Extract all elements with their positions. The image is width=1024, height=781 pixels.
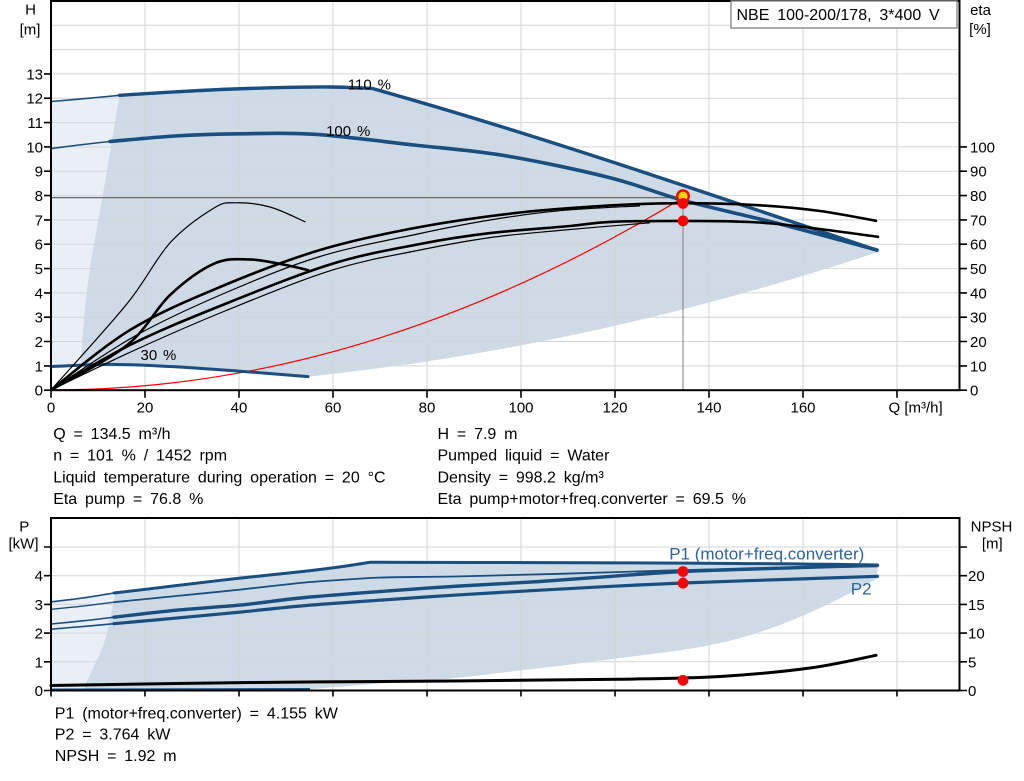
svg-text:80: 80 [970,188,987,205]
svg-text:NPSH: NPSH [971,518,1013,535]
svg-text:20: 20 [968,568,985,585]
svg-text:40: 40 [970,285,987,302]
svg-text:0: 0 [970,383,978,400]
svg-text:5: 5 [968,654,976,671]
svg-text:Density = 998.2 kg/m³: Density = 998.2 kg/m³ [438,469,605,486]
svg-text:Q [m³/h]: Q [m³/h] [889,400,943,417]
svg-text:Pumped liquid = Water: Pumped liquid = Water [438,448,611,465]
svg-text:120: 120 [602,400,627,417]
svg-text:0: 0 [35,383,43,400]
svg-text:60: 60 [325,400,342,417]
svg-text:n = 101 % / 1452 rpm: n = 101 % / 1452 rpm [53,448,227,465]
svg-text:10: 10 [970,358,987,375]
svg-text:11: 11 [27,115,43,132]
svg-text:H = 7.9 m: H = 7.9 m [438,426,518,443]
svg-text:30: 30 [970,310,987,327]
svg-text:90: 90 [970,164,987,181]
svg-text:7: 7 [35,212,43,229]
svg-text:eta: eta [970,2,992,19]
svg-text:4: 4 [35,568,43,585]
svg-text:13: 13 [26,66,43,83]
svg-text:[m]: [m] [982,535,1003,552]
svg-text:Eta pump+motor+freq.converter: Eta pump+motor+freq.converter = 69.5 % [438,491,746,508]
svg-text:12: 12 [26,91,43,108]
svg-text:10: 10 [26,139,43,156]
svg-text:[kW]: [kW] [9,535,39,552]
svg-text:2: 2 [35,626,43,643]
svg-text:1: 1 [35,654,43,671]
svg-text:4: 4 [35,285,43,302]
svg-text:[%]: [%] [969,21,991,38]
svg-text:0: 0 [35,683,43,700]
svg-text:H: H [25,2,36,19]
svg-text:1: 1 [35,358,43,375]
svg-text:100: 100 [508,400,533,417]
svg-text:[m]: [m] [20,21,41,38]
svg-text:8: 8 [35,188,43,205]
svg-text:20: 20 [970,334,987,351]
svg-text:40: 40 [231,400,248,417]
svg-text:140: 140 [696,400,721,417]
svg-text:3: 3 [35,597,43,614]
svg-text:0: 0 [968,683,976,700]
svg-text:70: 70 [970,212,987,229]
svg-text:6: 6 [35,237,43,254]
svg-text:15: 15 [968,597,985,614]
svg-text:100 %: 100 % [326,123,370,140]
svg-text:P1 (motor+freq.converter): P1 (motor+freq.converter) [669,545,864,564]
svg-text:30 %: 30 % [141,347,177,364]
svg-text:9: 9 [35,164,43,181]
svg-text:P2 = 3.764 kW: P2 = 3.764 kW [55,727,171,744]
svg-text:20: 20 [137,400,154,417]
svg-text:Q = 134.5 m³/h: Q = 134.5 m³/h [53,426,170,443]
svg-text:Eta pump = 76.8 %: Eta pump = 76.8 % [53,491,203,508]
svg-text:P1 (motor+freq.converter) = 4.: P1 (motor+freq.converter) = 4.155 kW [55,705,339,722]
svg-text:10: 10 [968,626,985,643]
svg-text:160: 160 [790,400,815,417]
svg-text:60: 60 [970,237,987,254]
svg-text:P: P [19,518,29,535]
svg-text:Liquid temperature during oper: Liquid temperature during operation = 20… [53,469,385,486]
svg-text:P2: P2 [851,580,872,599]
svg-text:0: 0 [47,400,55,417]
svg-text:2: 2 [35,334,43,351]
svg-text:110 %: 110 % [348,77,391,94]
svg-text:80: 80 [419,400,436,417]
svg-text:NPSH = 1.92 m: NPSH = 1.92 m [55,748,177,765]
svg-text:NBE 100-200/178, 3*400 V: NBE 100-200/178, 3*400 V [737,7,941,24]
svg-text:5: 5 [35,261,43,278]
svg-text:100: 100 [970,139,995,156]
svg-text:50: 50 [970,261,987,278]
svg-text:3: 3 [35,310,43,327]
